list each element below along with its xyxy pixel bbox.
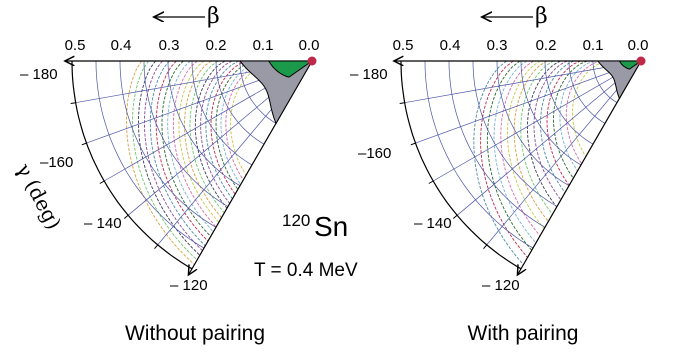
beta-arrow: β (483, 4, 548, 29)
grid-ray (486, 60, 642, 246)
gamma-tick: – 140 (84, 215, 122, 232)
gamma-tick: – 120 (170, 277, 208, 294)
gamma-tick: – 180 (20, 66, 58, 83)
beta-tick: 0.5 (393, 37, 414, 54)
minimum-region (267, 60, 314, 78)
gamma-tick-mark (399, 102, 405, 104)
contour-line (559, 60, 595, 172)
contour-line (500, 60, 541, 237)
beta-tick: 0.1 (583, 37, 604, 54)
panel-without-pairing: β 0.5 0.4 0.3 0.2 0.1 0.0 – 180 –160 – 1… (12, 4, 320, 294)
gamma-tick-mark (99, 180, 105, 184)
beta-arrow: β (155, 4, 220, 29)
contour-line (149, 60, 206, 247)
gray-region (596, 60, 642, 100)
beta-tick: 0.5 (65, 37, 86, 54)
gamma-tick: –160 (40, 154, 73, 171)
gamma-tick-mark (154, 244, 159, 250)
beta-tick: 0.3 (487, 37, 508, 54)
grid-ray (404, 60, 642, 104)
beta-tick: 0.1 (253, 37, 274, 54)
gamma-tick-mark (81, 142, 87, 146)
beta-tick: 0.2 (536, 37, 557, 54)
gamma-tick-mark (70, 102, 76, 104)
contour-line (553, 60, 588, 179)
beta-tick-labels: 0.5 0.4 0.3 0.2 0.1 0.0 (65, 37, 320, 54)
contour-line (155, 60, 209, 242)
contour-line (161, 60, 212, 237)
beta-tick-labels: 0.5 0.4 0.3 0.2 0.1 0.0 (393, 37, 649, 54)
minimum-region (618, 60, 643, 70)
gamma-tick-labels: – 180 –160 – 140 – 120 (20, 66, 208, 294)
deformation-grid (404, 60, 642, 249)
beta-tick: 0.0 (628, 37, 649, 54)
gamma-tick: –160 (358, 145, 391, 162)
gamma-tick-mark (123, 214, 129, 219)
beta-label: β (535, 4, 548, 29)
gamma-tick: – 120 (482, 277, 520, 294)
beta-tick: 0.4 (111, 37, 132, 54)
origin-marker (636, 56, 646, 66)
panel-with-pairing: β 0.5 0.4 0.3 0.2 0.1 0.0 – 180 –160 – 1… (350, 4, 648, 294)
gamma-tick-mark (410, 142, 416, 146)
gamma-tick-mark (452, 214, 458, 219)
gray-region (238, 60, 313, 125)
origin-marker (307, 56, 317, 66)
contour-line (473, 60, 524, 265)
contour-line (507, 60, 545, 229)
gamma-tick-labels: – 180 –160 – 140 – 120 (350, 66, 520, 294)
grid-ray (415, 60, 642, 144)
contour-line (184, 60, 222, 218)
sector-outline (395, 61, 642, 274)
element-symbol: Sn (314, 211, 348, 242)
gamma-tick: – 180 (350, 66, 388, 83)
gamma-tick-mark (483, 244, 488, 250)
mass-number: 120 (282, 211, 310, 230)
nucleus-label: 120 Sn (282, 211, 348, 242)
caption-with-pairing: With pairing (468, 322, 579, 345)
contour-line (526, 60, 561, 208)
gamma-tick-mark (428, 180, 434, 184)
beta-tick: 0.2 (206, 37, 227, 54)
gamma-tick: – 140 (414, 215, 452, 232)
grid-ray (456, 60, 642, 216)
beta-tick: 0.4 (440, 37, 461, 54)
beta-tick: 0.0 (299, 37, 320, 54)
temperature-label: T = 0.4 MeV (254, 260, 358, 281)
beta-tick: 0.3 (159, 37, 180, 54)
grid-ray (433, 60, 642, 182)
energy-contours (125, 60, 274, 266)
beta-label: β (207, 4, 220, 29)
contour-line (220, 60, 260, 185)
caption-without-pairing: Without pairing (125, 322, 265, 345)
